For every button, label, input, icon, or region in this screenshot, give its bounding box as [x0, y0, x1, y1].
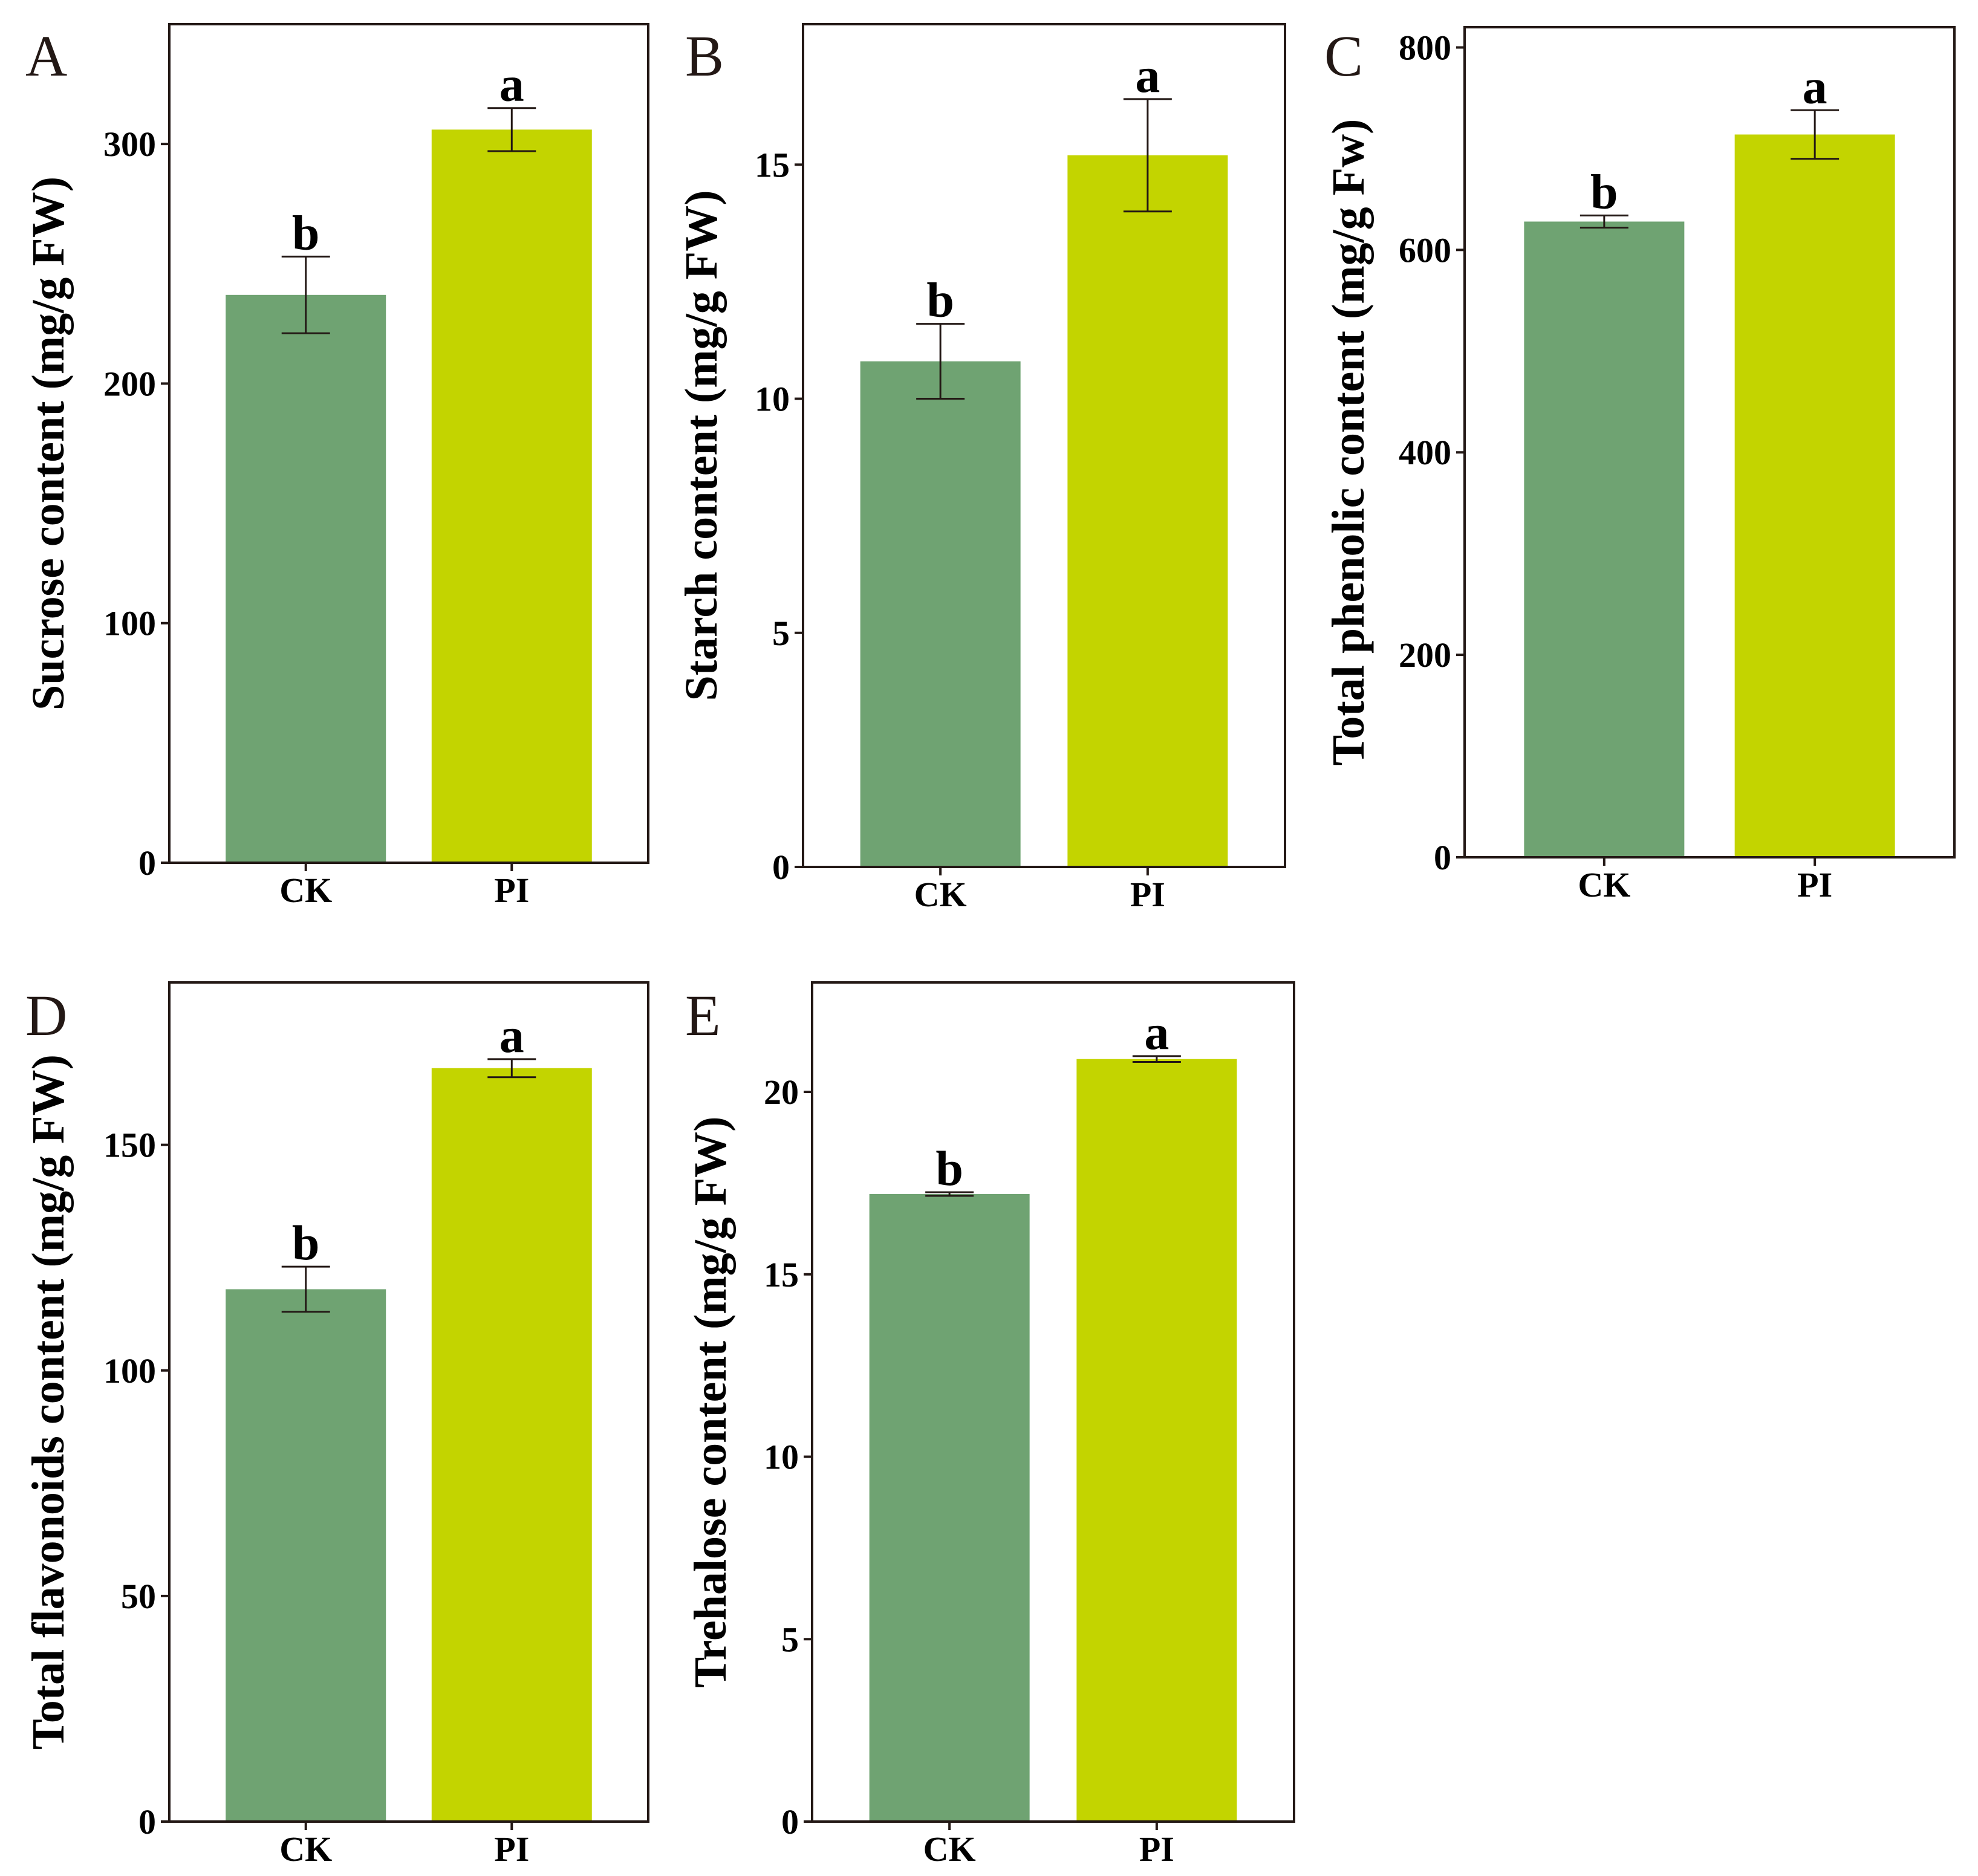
bar-pi	[431, 1068, 592, 1822]
significance-letter: b	[1590, 164, 1618, 219]
y-tick-label: 400	[1399, 433, 1451, 472]
plot-frame	[811, 981, 1295, 1823]
y-tick-label: 10	[764, 1438, 799, 1477]
y-tick-label: 5	[781, 1620, 799, 1659]
panel-b: Bb CK a PI 0 5 10 15 Starch content (mg/g FW)	[676, 23, 1286, 914]
y-tick-label: 0	[138, 843, 156, 883]
y-tick-label: 200	[103, 364, 156, 403]
y-tick-label: 50	[121, 1577, 156, 1616]
panel-d: Db CK a PI 0 50 100 150 Total flavonoids content…	[23, 981, 649, 1869]
y-axis-label: Total phenolic content (mg/g Fw)	[1323, 119, 1374, 766]
bar-ck	[226, 294, 386, 863]
panel-letter: C	[1324, 24, 1363, 88]
significance-letter: a	[1803, 59, 1827, 114]
y-tick-label: 0	[1434, 838, 1451, 877]
y-axis-label: Starch content (mg/g FW)	[676, 190, 727, 701]
plot-frame	[1463, 26, 1956, 858]
bar-pi	[1076, 1059, 1237, 1822]
bar-pi	[1067, 155, 1228, 867]
x-tick-label: PI	[1130, 875, 1165, 914]
x-tick-label: PI	[494, 1829, 529, 1869]
panel-letter: B	[685, 24, 724, 88]
panel-letter: E	[685, 983, 721, 1048]
significance-letter: a	[1144, 1005, 1169, 1060]
y-tick-label: 100	[103, 604, 156, 643]
y-tick-label: 200	[1399, 635, 1451, 675]
y-tick-label: 20	[764, 1073, 799, 1112]
significance-letter: b	[292, 1215, 320, 1270]
x-tick-label: CK	[914, 875, 967, 914]
x-tick-label: CK	[279, 1829, 332, 1869]
y-tick-label: 0	[138, 1802, 156, 1842]
bar-ck	[860, 361, 1021, 867]
plot-frame	[168, 981, 649, 1823]
y-tick-label: 150	[103, 1126, 156, 1165]
y-axis-label: Trehalose content (mg/g FW)	[685, 1117, 736, 1688]
y-axis-label: Total flavonoids content (mg/g FW)	[23, 1054, 74, 1750]
panel-letter: A	[25, 24, 67, 88]
significance-letter: a	[499, 1008, 524, 1063]
plot-frame	[168, 23, 649, 864]
y-tick-label: 100	[103, 1351, 156, 1391]
plot-frame	[802, 23, 1286, 868]
y-tick-label: 800	[1399, 28, 1451, 67]
significance-letter: b	[935, 1141, 963, 1196]
x-tick-label: CK	[923, 1829, 976, 1869]
y-tick-label: 15	[755, 145, 790, 184]
y-tick-label: 0	[772, 848, 790, 887]
x-tick-label: PI	[494, 871, 529, 910]
bar-pi	[431, 129, 592, 863]
significance-letter: a	[1135, 48, 1160, 103]
y-tick-label: 600	[1399, 230, 1451, 270]
bar-ck	[1524, 221, 1685, 858]
x-tick-label: PI	[1797, 865, 1832, 904]
y-axis-label: Sucrose content (mg/g FW)	[23, 177, 74, 710]
bar-ck	[226, 1289, 386, 1822]
significance-letter: b	[926, 273, 954, 328]
x-tick-label: PI	[1139, 1829, 1174, 1869]
y-tick-label: 5	[772, 614, 790, 653]
y-tick-label: 10	[755, 380, 790, 419]
bar-pi	[1734, 134, 1895, 858]
bar-ck	[869, 1194, 1030, 1822]
panel-e: Eb CK a PI 0 5 10 15 20 Trehalose content (mg/g F…	[685, 981, 1295, 1869]
significance-letter: a	[499, 57, 524, 112]
y-tick-label: 0	[781, 1802, 799, 1842]
panel-c: Cb CK a PI 0 200 400 600 800 Total phenolic conte…	[1323, 24, 1956, 904]
x-tick-label: CK	[279, 871, 332, 910]
panel-a: Ab CK a PI 0 100 200 300 Sucrose content (mg/g F…	[23, 23, 649, 910]
x-tick-label: CK	[1578, 865, 1630, 904]
y-tick-label: 300	[103, 125, 156, 164]
y-tick-label: 15	[764, 1255, 799, 1294]
panel-letter: D	[25, 983, 67, 1048]
significance-letter: b	[292, 205, 320, 260]
